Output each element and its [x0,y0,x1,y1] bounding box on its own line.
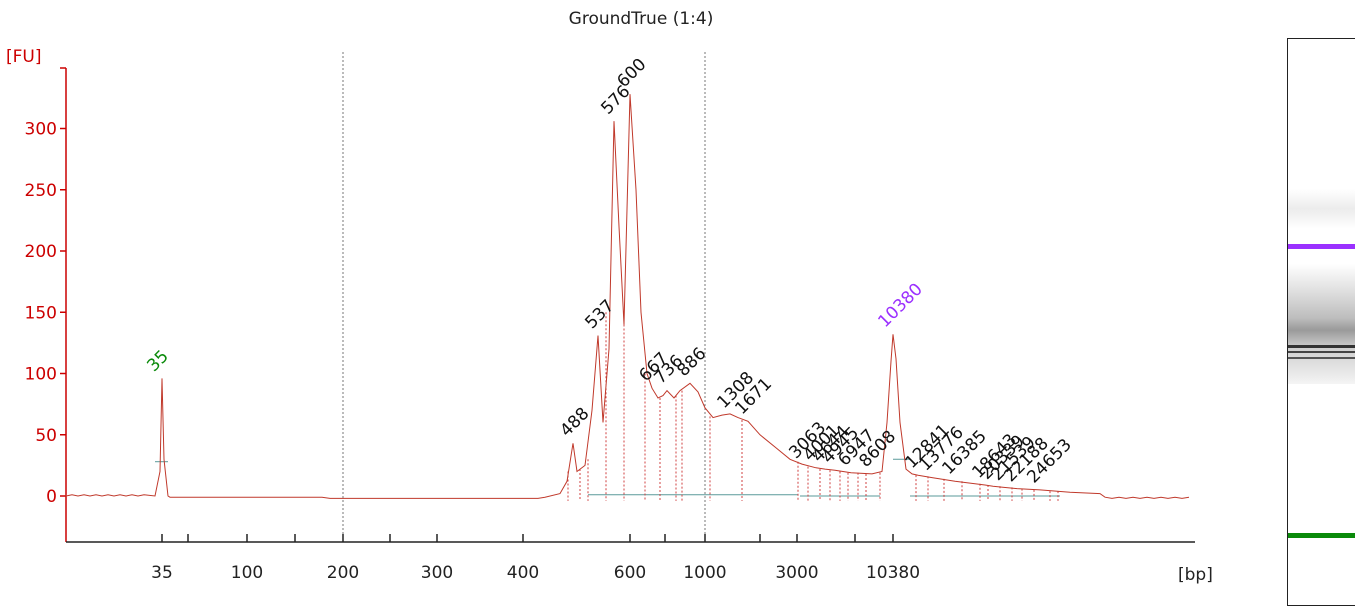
y-tick-label: 300 [25,120,57,140]
gel-lower-marker-band [1288,533,1355,538]
peak-label: 488 [556,404,593,441]
x-tick-label: 3000 [775,563,818,583]
y-tick-label: 0 [46,487,57,507]
y-tick-label: 200 [25,242,57,262]
x-tick-label: 300 [421,563,453,583]
gel-upper-marker-band [1288,244,1355,249]
gel-dark-band [1288,351,1355,353]
gel-lane [1287,38,1355,606]
trace-line [65,94,1190,499]
gel-dark-band [1288,345,1355,348]
gel-main-smear [1288,264,1355,384]
x-tick-label: 35 [151,563,173,583]
x-axis-label: [bp] [1178,565,1213,585]
chart-title: GroundTrue (1:4) [569,9,714,29]
x-tick-label: 1000 [683,563,726,583]
peak-label: 537 [581,296,618,333]
x-tick-label: 10380 [866,563,920,583]
y-tick-label: 50 [35,426,57,446]
grid-lines [342,52,706,542]
y-tick-label: 150 [25,303,57,323]
y-tick-label: 250 [25,181,57,201]
marker-label: 35 [143,346,172,375]
x-tick-label: 400 [507,563,539,583]
axes: 0 50 100 150 200 250 300 35 100 200 300 400 600 1000 3… [25,67,1195,583]
y-tick-label: 100 [25,365,57,385]
peak-labels: 4885375766006677368861308167130634001464… [143,55,1075,488]
marker-label: 10380 [874,279,926,331]
x-tick-label: 200 [327,563,359,583]
x-tick-label: 600 [614,563,646,583]
y-axis-label: [FU] [6,47,42,67]
peak-bins [155,312,1060,501]
gel-dark-band [1288,357,1355,359]
gel-smear-band [1288,189,1355,229]
x-tick-label: 100 [231,563,263,583]
electropherogram-chart: GroundTrue (1:4) [FU] [bp] 0 50 100 150 200 2… [6,9,1213,585]
